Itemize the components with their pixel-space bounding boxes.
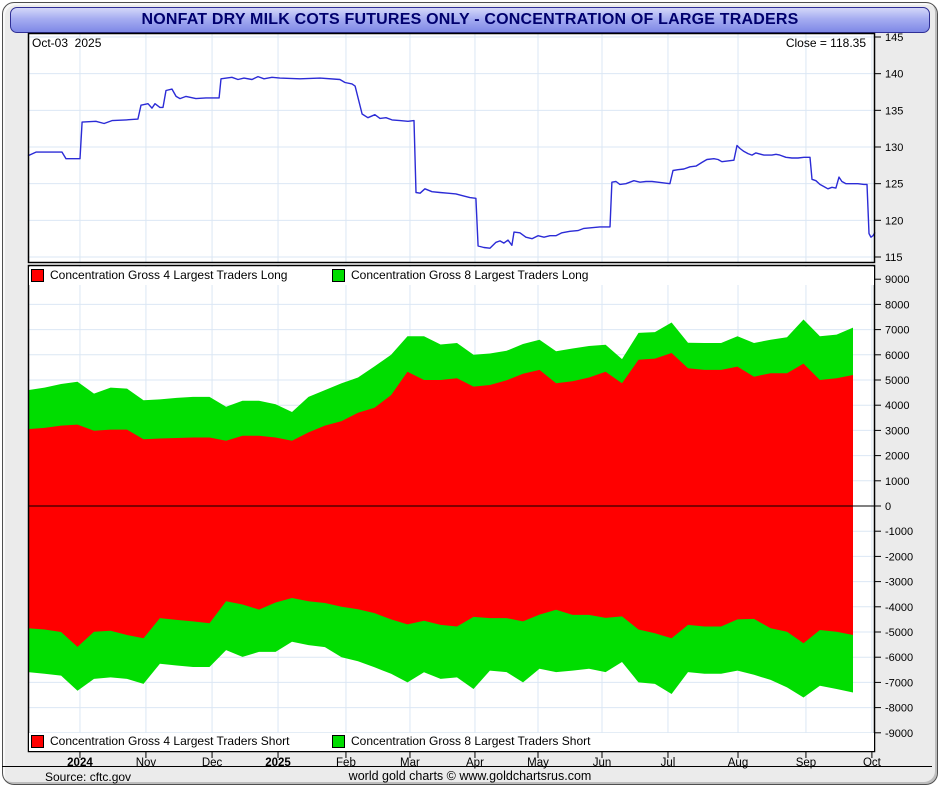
legend-color-swatch <box>332 734 345 748</box>
price-axis-label: 125 <box>885 179 903 191</box>
concentration-axis-label: 1000 <box>885 476 909 488</box>
concentration-axis-label: -9000 <box>885 728 913 740</box>
month-axis-label: 2025 <box>265 757 291 769</box>
price-axis-label: 145 <box>885 32 903 44</box>
source-label: Source: cftc.gov <box>45 770 132 784</box>
area-4-long <box>28 353 853 506</box>
month-axis-label: Mar <box>400 757 420 769</box>
concentration-axis-label: 6000 <box>885 350 909 362</box>
legend-color-swatch <box>31 734 44 748</box>
price-axis-label: 135 <box>885 105 903 117</box>
concentration-axis-label: -8000 <box>885 703 913 715</box>
title-bar: NONFAT DRY MILK COTS FUTURES ONLY - CONC… <box>10 7 930 33</box>
report-date-label: Oct-03 2025 <box>32 36 102 50</box>
month-axis-label: Nov <box>136 757 157 769</box>
legend-label: Concentration Gross 8 Largest Traders Sh… <box>351 734 591 748</box>
month-axis-label: Aug <box>728 757 748 769</box>
concentration-axis-label: 2000 <box>885 451 909 463</box>
legend-item: Concentration Gross 4 Largest Traders Sh… <box>31 734 289 748</box>
month-axis-label: Sep <box>796 757 816 769</box>
legend-item: Concentration Gross 8 Largest Traders Lo… <box>332 268 588 282</box>
legend-label: Concentration Gross 4 Largest Traders Lo… <box>50 268 288 282</box>
price-axis-label: 140 <box>885 69 903 81</box>
month-axis-label: Feb <box>336 757 356 769</box>
price-axis-label: 115 <box>885 252 903 264</box>
month-axis-label: May <box>527 757 549 769</box>
concentration-axis-label: -5000 <box>885 627 913 639</box>
concentration-axis-label: -7000 <box>885 677 913 689</box>
legend-item: Concentration Gross 8 Largest Traders Sh… <box>332 734 590 748</box>
concentration-axis-label: 9000 <box>885 274 909 286</box>
footer-divider <box>2 766 932 767</box>
legend-short: Concentration Gross 4 Largest Traders Sh… <box>29 733 874 751</box>
legend-label: Concentration Gross 4 Largest Traders Sh… <box>50 734 290 748</box>
month-axis-label: Dec <box>202 757 223 769</box>
month-axis-label: 2024 <box>67 757 93 769</box>
legend-color-swatch <box>31 268 44 282</box>
concentration-axis-label: -2000 <box>885 551 913 563</box>
concentration-axis-label: -1000 <box>885 526 913 538</box>
month-axis-label: Oct <box>863 757 882 769</box>
area-4-short <box>28 506 853 647</box>
price-panel-frame <box>27 32 876 264</box>
concentration-panel-frame <box>27 264 876 753</box>
concentration-axis-label: 8000 <box>885 299 909 311</box>
legend-long: Concentration Gross 4 Largest Traders Lo… <box>29 267 874 285</box>
month-axis-label: Apr <box>466 757 484 769</box>
concentration-axis-label: 0 <box>885 501 891 513</box>
legend-color-swatch <box>332 268 345 282</box>
legend-label: Concentration Gross 8 Largest Traders Lo… <box>351 268 589 282</box>
concentration-axis-label: -3000 <box>885 577 913 589</box>
concentration-axis-label: -4000 <box>885 602 913 614</box>
price-axis-label: 120 <box>885 215 903 227</box>
window-title: NONFAT DRY MILK COTS FUTURES ONLY - CONC… <box>141 11 799 28</box>
close-value-label: Close = 118.35 <box>785 36 866 50</box>
price-axis-label: 130 <box>885 142 903 154</box>
concentration-axis-label: 4000 <box>885 400 909 412</box>
credit-label: world gold charts © www.goldchartsrus.co… <box>348 769 592 783</box>
price-line <box>27 75 876 249</box>
month-axis-label: Jul <box>661 757 676 769</box>
concentration-axis-label: 7000 <box>885 325 909 337</box>
legend-item: Concentration Gross 4 Largest Traders Lo… <box>31 268 287 282</box>
concentration-axis-label: 5000 <box>885 375 909 387</box>
concentration-axis-label: 3000 <box>885 425 909 437</box>
month-axis-label: Jun <box>593 757 612 769</box>
concentration-axis-label: -6000 <box>885 652 913 664</box>
